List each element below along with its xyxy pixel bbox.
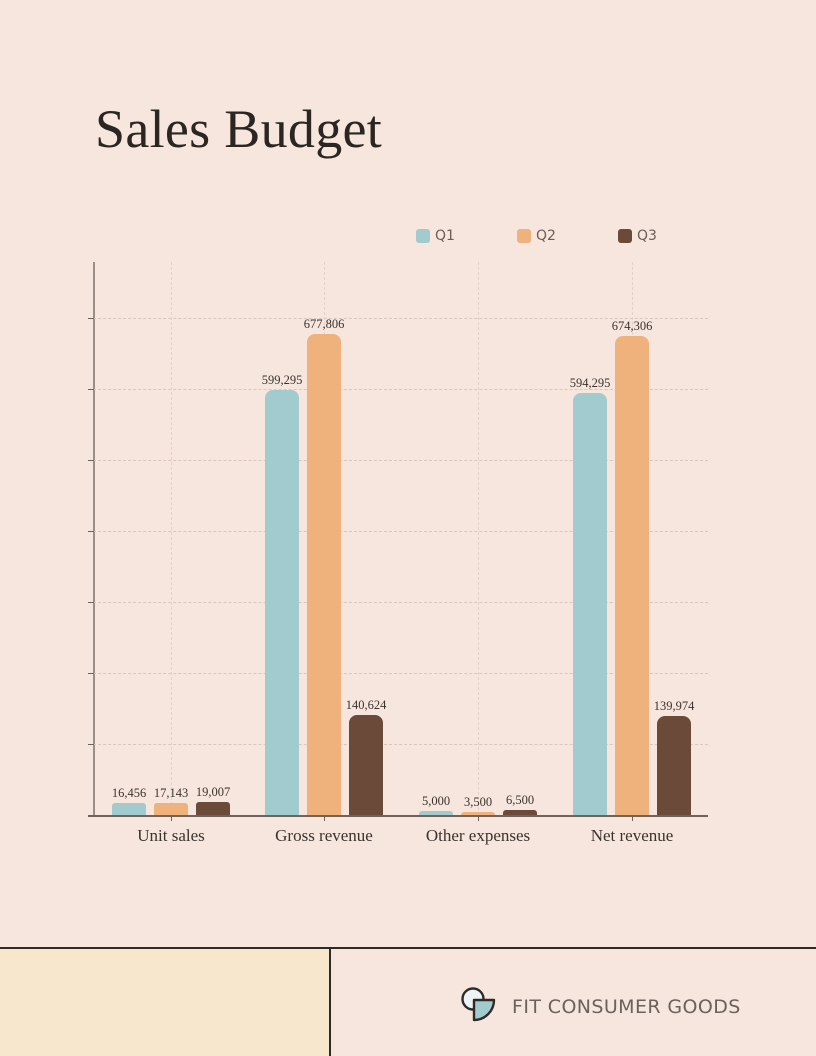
x-tick xyxy=(324,815,325,821)
legend-swatch-q2 xyxy=(517,229,531,243)
bar-q2 xyxy=(615,336,649,815)
legend-swatch-q3 xyxy=(618,229,632,243)
legend-item-q1: Q1 xyxy=(416,228,455,244)
bar-q3 xyxy=(349,715,383,815)
brand-name: FIT CONSUMER GOODS xyxy=(512,996,741,1018)
value-label: 3,500 xyxy=(463,795,493,809)
x-tick xyxy=(171,815,172,821)
legend-swatch-q1 xyxy=(416,229,430,243)
value-label: 594,295 xyxy=(569,376,611,391)
value-label: 19,007 xyxy=(195,784,231,799)
value-label: 6,500 xyxy=(505,793,535,808)
brand: FIT CONSUMER GOODS xyxy=(460,986,741,1028)
x-axis xyxy=(88,815,708,817)
value-label: 16,456 xyxy=(111,786,147,801)
x-tick xyxy=(478,815,479,821)
bar-q3 xyxy=(503,810,537,815)
category-label: Unit sales xyxy=(137,826,205,845)
gridline xyxy=(93,602,708,603)
y-tick xyxy=(88,673,94,674)
logo-icon xyxy=(460,986,498,1028)
bar-q1 xyxy=(112,803,146,815)
y-axis xyxy=(93,262,95,815)
gridline xyxy=(93,389,708,390)
value-label: 140,624 xyxy=(345,698,387,713)
gridline xyxy=(93,318,708,319)
category-label: Other expenses xyxy=(425,826,531,845)
bar-q2 xyxy=(461,812,495,815)
legend-label-q3: Q3 xyxy=(637,228,657,244)
value-label: 677,806 xyxy=(303,316,345,331)
legend-label-q1: Q1 xyxy=(435,228,455,244)
bar-q1 xyxy=(573,393,607,815)
legend-item-q2: Q2 xyxy=(517,228,556,244)
value-label: 599,295 xyxy=(261,372,303,387)
category-label: Gross revenue xyxy=(275,826,373,845)
gridline xyxy=(93,673,708,674)
y-tick xyxy=(88,744,94,745)
value-label: 139,974 xyxy=(653,698,695,713)
value-label: 674,306 xyxy=(611,319,653,334)
y-tick xyxy=(88,389,94,390)
bar-q1 xyxy=(265,389,299,815)
y-tick xyxy=(88,531,94,532)
y-tick xyxy=(88,602,94,603)
bar-q2 xyxy=(154,802,188,815)
legend-item-q3: Q3 xyxy=(618,228,657,244)
page-title: Sales Budget xyxy=(95,99,383,159)
footer-divider-line xyxy=(0,947,816,949)
gridline xyxy=(93,531,708,532)
value-label: 17,143 xyxy=(153,785,189,800)
bar-q1 xyxy=(419,811,453,815)
bar-q3 xyxy=(196,801,230,815)
vertical-gridline xyxy=(171,262,172,815)
footer-left-panel xyxy=(0,949,329,1056)
chart-legend: Q1 Q2 Q3 xyxy=(0,228,816,248)
category-label: Net revenue xyxy=(590,826,674,845)
value-label: 5,000 xyxy=(421,794,451,809)
gridline xyxy=(93,744,708,745)
y-tick xyxy=(88,460,94,461)
bar-q2 xyxy=(307,333,341,815)
x-tick xyxy=(632,815,633,821)
legend-label-q2: Q2 xyxy=(536,228,556,244)
bar-q3 xyxy=(657,715,691,815)
vertical-gridline xyxy=(478,262,479,815)
y-tick xyxy=(88,318,94,319)
footer-vertical-divider xyxy=(329,947,331,1056)
gridline xyxy=(93,460,708,461)
